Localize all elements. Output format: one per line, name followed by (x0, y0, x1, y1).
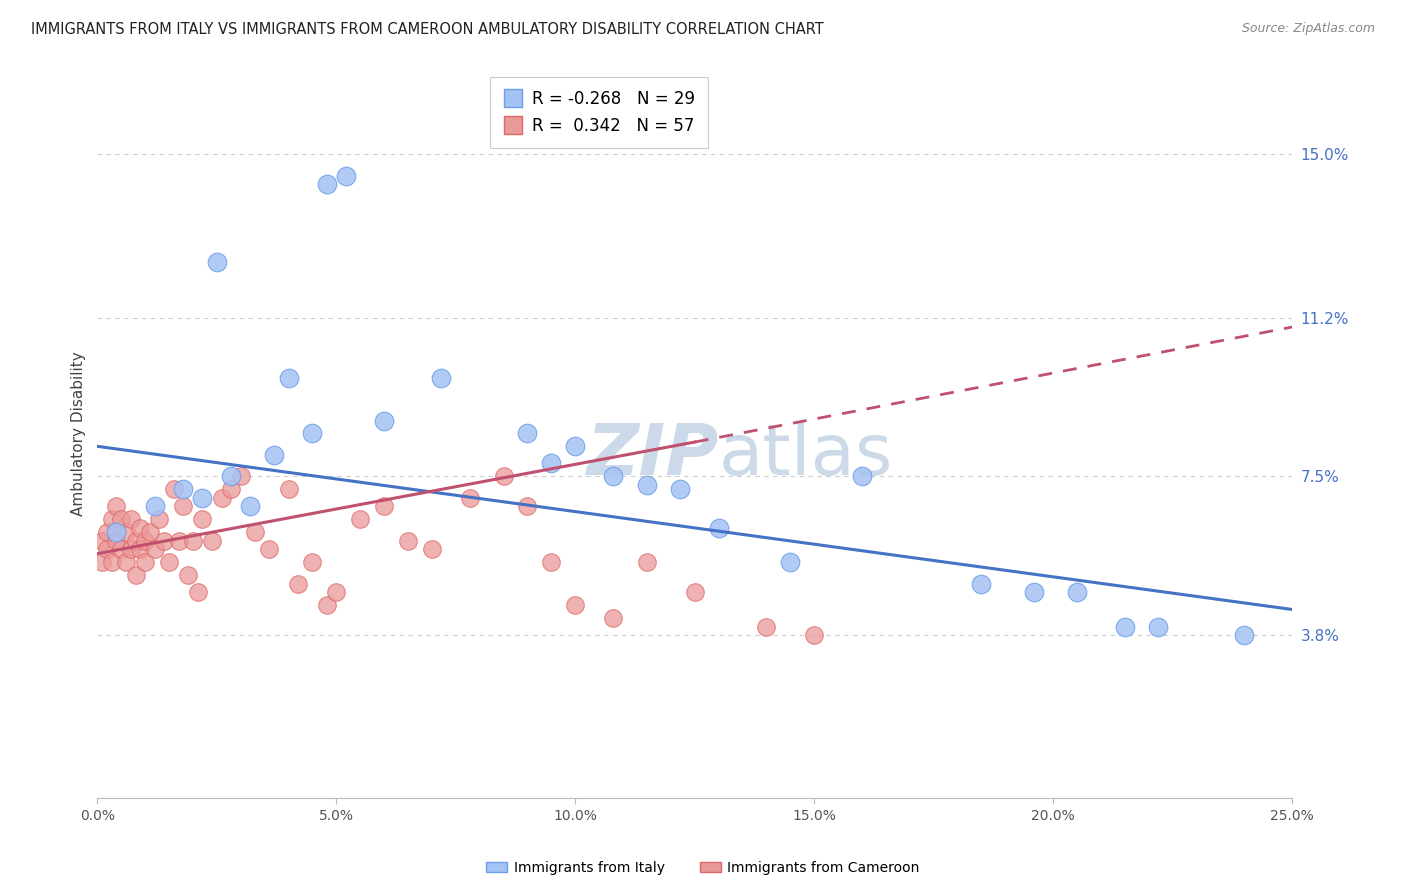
Point (540, 457, 562, 471)
Point (105, 533, 128, 548)
Point (1022, 585, 1045, 599)
Point (110, 542, 132, 557)
Point (110, 512, 132, 526)
Point (315, 178, 337, 192)
Point (100, 512, 122, 526)
Point (277, 370, 299, 384)
Point (325, 585, 347, 599)
Point (349, 512, 371, 526)
Point (1114, 620, 1136, 634)
Point (219, 469, 242, 483)
Y-axis label: Ambulatory Disability: Ambulatory Disability (72, 351, 86, 516)
Point (420, 542, 443, 557)
Point (191, 512, 214, 526)
Point (139, 525, 162, 540)
Point (564, 439, 586, 453)
Point (263, 448, 285, 462)
Point (115, 525, 138, 540)
Point (373, 413, 395, 427)
Point (115, 555, 138, 569)
Point (100, 555, 122, 569)
Point (707, 521, 730, 535)
Point (148, 512, 170, 526)
Point (91, 533, 114, 548)
Point (683, 585, 706, 599)
Point (396, 533, 419, 548)
Point (120, 512, 142, 526)
Point (602, 611, 624, 625)
Point (851, 469, 873, 483)
Legend: R = -0.268   N = 29, R =  0.342   N = 57: R = -0.268 N = 29, R = 0.342 N = 57 (491, 77, 709, 148)
Point (172, 482, 194, 496)
Point (153, 533, 176, 548)
Point (177, 568, 200, 582)
Point (458, 491, 481, 505)
Point (602, 469, 624, 483)
Point (91, 555, 114, 569)
Point (143, 500, 166, 514)
Point (755, 620, 778, 634)
Point (492, 469, 515, 483)
Point (187, 585, 209, 599)
Point (239, 500, 262, 514)
Point (1066, 585, 1088, 599)
Point (201, 533, 224, 548)
Point (129, 521, 152, 535)
Point (636, 555, 658, 569)
Point (516, 426, 538, 441)
Point (143, 542, 166, 557)
Point (301, 426, 323, 441)
Point (124, 568, 146, 582)
Text: ZIP: ZIP (586, 421, 718, 490)
Point (301, 555, 323, 569)
Point (96, 542, 118, 557)
Point (105, 500, 128, 514)
Point (172, 500, 194, 514)
Text: Source: ZipAtlas.com: Source: ZipAtlas.com (1241, 22, 1375, 36)
Point (205, 254, 228, 268)
Point (540, 555, 562, 569)
Point (564, 598, 586, 612)
Point (243, 525, 266, 540)
Text: atlas: atlas (718, 421, 893, 490)
Legend: Immigrants from Italy, Immigrants from Cameroon: Immigrants from Italy, Immigrants from C… (481, 855, 925, 880)
Point (167, 533, 190, 548)
Point (219, 482, 242, 496)
Point (191, 491, 214, 505)
Point (1233, 628, 1256, 642)
Point (105, 525, 128, 540)
Point (129, 542, 152, 557)
Point (277, 482, 299, 496)
Point (259, 542, 281, 557)
Point (636, 478, 658, 492)
Point (669, 482, 692, 496)
Point (157, 555, 180, 569)
Point (134, 555, 156, 569)
Point (229, 469, 252, 483)
Point (516, 500, 538, 514)
Point (970, 576, 993, 591)
Point (287, 576, 309, 591)
Point (120, 542, 142, 557)
Point (1147, 620, 1170, 634)
Point (803, 628, 825, 642)
Point (335, 169, 357, 183)
Point (124, 533, 146, 548)
Point (181, 533, 204, 548)
Point (211, 491, 233, 505)
Point (96, 525, 118, 540)
Point (779, 555, 801, 569)
Point (430, 370, 453, 384)
Text: IMMIGRANTS FROM ITALY VS IMMIGRANTS FROM CAMEROON AMBULATORY DISABILITY CORRELAT: IMMIGRANTS FROM ITALY VS IMMIGRANTS FROM… (31, 22, 824, 37)
Point (134, 533, 156, 548)
Point (315, 598, 337, 612)
Point (163, 482, 186, 496)
Point (373, 500, 395, 514)
